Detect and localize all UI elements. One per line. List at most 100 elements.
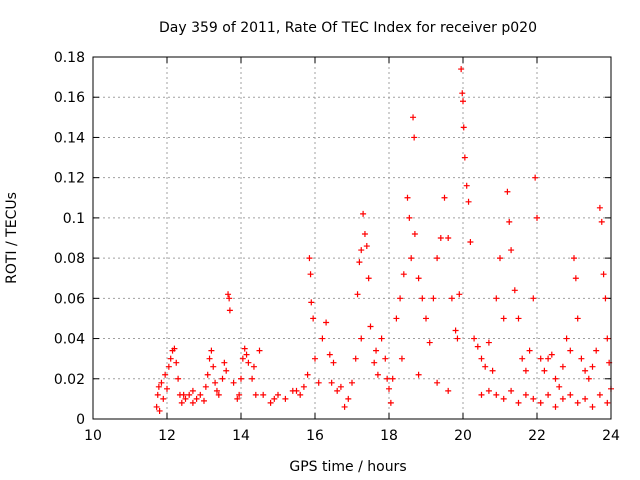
data-point: [485, 387, 492, 394]
data-point: [522, 391, 529, 398]
data-point: [371, 359, 378, 366]
data-point: [360, 210, 367, 217]
y-tick-label: 0.06: [54, 291, 85, 307]
data-point: [567, 347, 574, 354]
x-axis-label: GPS time / hours: [289, 459, 406, 475]
data-point: [252, 391, 259, 398]
data-point: [315, 379, 322, 386]
data-point: [559, 363, 566, 370]
data-point: [582, 367, 589, 374]
data-point: [445, 235, 452, 241]
data-point: [511, 287, 518, 294]
data-point: [323, 319, 330, 326]
data-point: [310, 315, 317, 322]
data-point: [328, 379, 335, 386]
data-point: [445, 387, 452, 394]
data-point: [589, 403, 596, 410]
data-point: [441, 194, 448, 201]
data-point: [532, 174, 539, 181]
data-point: [267, 399, 274, 406]
data-point: [478, 355, 485, 362]
data-point: [354, 291, 361, 298]
data-point: [230, 379, 237, 386]
data-point: [537, 399, 544, 406]
data-point: [182, 395, 189, 402]
data-point: [249, 375, 256, 382]
y-tick-label: 0.02: [54, 372, 85, 388]
x-tick-label: 24: [602, 428, 620, 444]
data-point: [239, 355, 246, 362]
data-point: [226, 295, 233, 302]
data-point: [459, 90, 466, 97]
data-point: [430, 295, 437, 302]
data-point: [545, 391, 552, 398]
y-tick-label: 0.18: [54, 50, 85, 66]
data-point: [522, 367, 529, 374]
data-point: [465, 198, 472, 205]
data-point: [545, 355, 552, 362]
data-point: [164, 385, 170, 392]
x-tick-label: 16: [306, 428, 324, 444]
y-tick-labels: 0 0.02 0.04 0.06 0.08 0.1 0.12 0.14 0.16 0.18: [54, 50, 85, 428]
data-point: [201, 397, 207, 404]
data-point: [337, 383, 344, 390]
data-point: [171, 345, 178, 352]
data-point: [493, 295, 500, 302]
data-point: [180, 391, 187, 398]
data-point: [345, 395, 352, 402]
data-point: [585, 375, 592, 382]
data-point: [256, 347, 263, 354]
data-point: [508, 247, 515, 254]
data-point: [404, 194, 411, 201]
grid-lines: [93, 57, 611, 419]
y-tick-label: 0.04: [54, 332, 85, 348]
data-point: [356, 259, 363, 266]
data-point: [275, 391, 281, 398]
data-point: [574, 399, 581, 406]
data-point: [506, 218, 513, 225]
data-point: [387, 399, 394, 406]
data-point: [434, 255, 441, 262]
data-point: [460, 124, 467, 131]
y-tick-label: 0.12: [54, 171, 85, 187]
x-tick-label: 18: [380, 428, 398, 444]
data-point: [500, 315, 507, 322]
data-point: [361, 230, 368, 237]
x-tick-label: 14: [232, 428, 250, 444]
data-point: [154, 391, 161, 398]
data-point: [352, 355, 359, 362]
data-points: [153, 66, 614, 414]
data-point: [602, 295, 609, 302]
data-point: [474, 343, 481, 350]
data-point: [593, 347, 600, 354]
data-point: [461, 154, 468, 161]
data-point: [393, 315, 400, 322]
data-point: [589, 363, 596, 370]
plot-frame: [92, 56, 612, 420]
data-point: [304, 371, 311, 378]
data-point: [423, 315, 429, 322]
y-tick-label: 0: [76, 412, 85, 428]
data-point: [386, 385, 392, 392]
data-point: [234, 395, 241, 402]
data-point: [515, 315, 522, 322]
data-point: [582, 395, 589, 402]
y-tick-label: 0.08: [54, 251, 85, 267]
data-point: [410, 114, 417, 121]
data-point: [238, 375, 244, 382]
data-point: [160, 395, 167, 402]
data-point: [526, 347, 533, 354]
data-point: [604, 335, 611, 342]
data-point: [382, 355, 389, 362]
data-point: [530, 395, 537, 402]
data-point: [411, 230, 418, 237]
data-point: [482, 363, 489, 370]
data-point: [378, 335, 385, 342]
y-axis-label: ROTI / TECUs: [4, 192, 20, 284]
data-point: [556, 383, 563, 390]
tick-marks: [92, 56, 612, 420]
data-point: [604, 399, 611, 406]
data-point: [374, 371, 381, 378]
x-tick-labels: 10 12 14 16 18 20 22 24: [84, 428, 620, 444]
data-point: [389, 375, 396, 382]
